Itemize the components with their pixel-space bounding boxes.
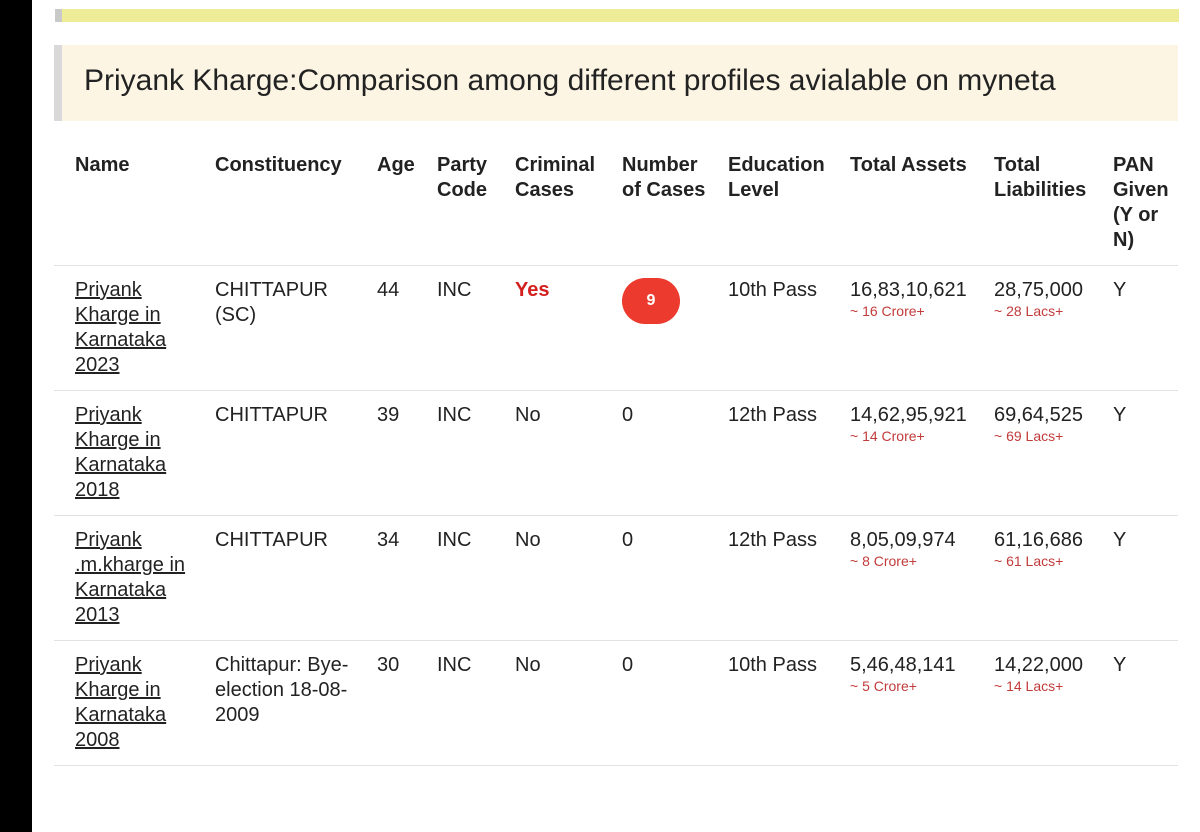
party-cell: INC: [437, 529, 472, 551]
case-count-badge: 9: [622, 278, 680, 324]
liabilities-approx: ~ 61 Lacs+: [994, 553, 1064, 569]
header-education-level: Education Level: [728, 154, 825, 201]
header-constituency: Constituency: [215, 154, 342, 176]
table-row: Priyank .m.kharge in Karnataka 2013 CHIT…: [54, 515, 1178, 641]
assets-approx: ~ 8 Crore+: [850, 553, 917, 569]
criminal-cases-cell: Yes: [515, 279, 550, 301]
criminal-cases-cell: No: [515, 529, 541, 551]
assets-cell: 5,46,48,141 ~ 5 Crore+: [846, 641, 990, 766]
age-cell: 34: [377, 529, 400, 551]
case-count-cell: 0: [622, 404, 634, 426]
education-cell: 12th Pass: [728, 404, 817, 426]
header-name: Name: [75, 154, 130, 176]
liabilities-approx: ~ 14 Lacs+: [994, 678, 1064, 694]
assets-approx: ~ 5 Crore+: [850, 678, 917, 694]
profile-link-2023[interactable]: Priyank Kharge in Karnataka 2023: [75, 279, 167, 376]
constituency-cell: Chittapur: Bye-election 18-08-2009: [215, 654, 349, 726]
liabilities-cell: 14,22,000 ~ 14 Lacs+: [990, 641, 1109, 766]
liabilities-cell: 28,75,000 ~ 28 Lacs+: [990, 266, 1109, 391]
assets-cell: 16,83,10,621 ~ 16 Crore+: [846, 266, 990, 391]
comparison-table: Name Constituency Age Party Code Crimina…: [54, 144, 1178, 766]
assets-value: 16,83,10,621: [850, 279, 967, 301]
header-total-liabilities: Total Liabilities: [994, 154, 1087, 201]
top-strip-cap: [55, 9, 62, 22]
table-row: Priyank Kharge in Karnataka 2008 Chittap…: [54, 640, 1178, 766]
left-edge-bar: [0, 0, 32, 832]
section-title-box: Priyank Kharge:Comparison among differen…: [54, 45, 1178, 121]
pan-cell: Y: [1113, 654, 1127, 676]
liabilities-value: 14,22,000: [994, 654, 1083, 676]
age-cell: 39: [377, 404, 400, 426]
liabilities-cell: 69,64,525 ~ 69 Lacs+: [990, 391, 1109, 516]
age-cell: 44: [377, 279, 400, 301]
assets-approx: ~ 14 Crore+: [850, 428, 925, 444]
table-row: Priyank Kharge in Karnataka 2023 CHITTAP…: [54, 265, 1178, 391]
table-row: Priyank Kharge in Karnataka 2018 CHITTAP…: [54, 390, 1178, 516]
education-cell: 12th Pass: [728, 529, 817, 551]
liabilities-approx: ~ 28 Lacs+: [994, 303, 1064, 319]
party-cell: INC: [437, 404, 472, 426]
criminal-cases-cell: No: [515, 404, 541, 426]
header-pan-given: PAN Given (Y or N): [1113, 154, 1169, 251]
header-criminal-cases: Criminal Cases: [515, 154, 596, 201]
assets-value: 8,05,09,974: [850, 529, 956, 551]
header-total-assets: Total Assets: [850, 154, 967, 176]
constituency-cell: CHITTAPUR: [215, 404, 328, 426]
pan-cell: Y: [1113, 529, 1127, 551]
case-count-cell: 0: [622, 654, 634, 676]
constituency-cell: CHITTAPUR: [215, 529, 328, 551]
party-cell: INC: [437, 279, 472, 301]
age-cell: 30: [377, 654, 400, 676]
pan-cell: Y: [1113, 279, 1127, 301]
liabilities-approx: ~ 69 Lacs+: [994, 428, 1064, 444]
assets-value: 5,46,48,141: [850, 654, 956, 676]
profile-link-2018[interactable]: Priyank Kharge in Karnataka 2018: [75, 404, 167, 501]
assets-cell: 8,05,09,974 ~ 8 Crore+: [846, 516, 990, 641]
party-cell: INC: [437, 654, 472, 676]
profile-link-2013[interactable]: Priyank .m.kharge in Karnataka 2013: [75, 529, 186, 626]
liabilities-value: 69,64,525: [994, 404, 1083, 426]
assets-cell: 14,62,95,921 ~ 14 Crore+: [846, 391, 990, 516]
education-cell: 10th Pass: [728, 279, 817, 301]
assets-approx: ~ 16 Crore+: [850, 303, 925, 319]
assets-value: 14,62,95,921: [850, 404, 967, 426]
education-cell: 10th Pass: [728, 654, 817, 676]
liabilities-cell: 61,16,686 ~ 61 Lacs+: [990, 516, 1109, 641]
top-highlight-strip: [55, 9, 1179, 22]
header-age: Age: [377, 154, 415, 176]
table-header-row: Name Constituency Age Party Code Crimina…: [54, 144, 1178, 266]
liabilities-value: 61,16,686: [994, 529, 1083, 551]
header-number-of-cases: Number of Cases: [622, 154, 706, 201]
liabilities-value: 28,75,000: [994, 279, 1083, 301]
page-title: Priyank Kharge:Comparison among differen…: [84, 64, 1056, 97]
header-party-code: Party Code: [437, 154, 488, 201]
constituency-cell: CHITTAPUR (SC): [215, 279, 328, 326]
criminal-cases-cell: No: [515, 654, 541, 676]
profile-link-2008[interactable]: Priyank Kharge in Karnataka 2008: [75, 654, 167, 751]
pan-cell: Y: [1113, 404, 1127, 426]
case-count-cell: 0: [622, 529, 634, 551]
